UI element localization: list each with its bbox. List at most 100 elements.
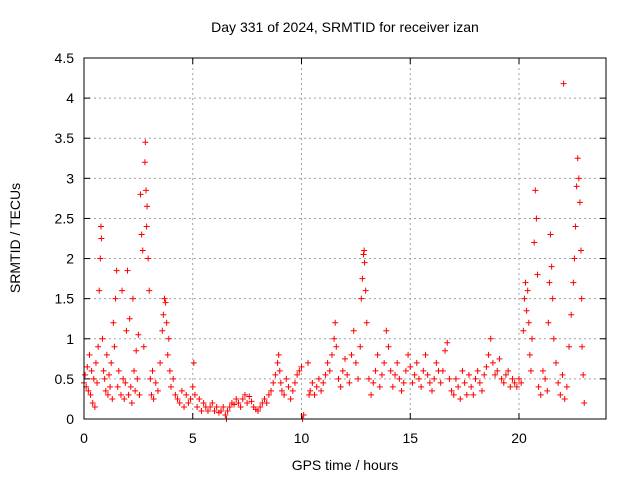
data-point (548, 263, 555, 270)
data-point (162, 299, 169, 306)
data-point (281, 391, 288, 398)
data-point (82, 371, 89, 378)
data-point (578, 295, 585, 302)
data-point (470, 391, 477, 398)
data-point (420, 367, 427, 374)
data-point (176, 399, 183, 406)
data-point (187, 395, 194, 402)
data-point (276, 367, 283, 374)
data-point (117, 391, 124, 398)
data-point (309, 379, 316, 386)
data-point (198, 407, 205, 414)
data-point (566, 343, 573, 350)
data-point (154, 387, 161, 394)
data-point (544, 387, 551, 394)
data-point (498, 375, 505, 382)
data-point (378, 371, 385, 378)
data-point (559, 371, 566, 378)
data-point (535, 383, 542, 390)
data-point (129, 295, 136, 302)
data-point (108, 359, 115, 366)
data-point (121, 395, 128, 402)
data-point (439, 367, 446, 374)
y-tick-label: 0.5 (55, 371, 75, 387)
data-point (200, 399, 207, 406)
x-tick-label: 10 (294, 430, 310, 446)
data-point (285, 383, 292, 390)
data-point (102, 387, 109, 394)
data-point (226, 403, 233, 410)
data-point (120, 375, 127, 382)
data-point (383, 327, 390, 334)
data-point (331, 335, 338, 342)
data-point (333, 343, 340, 350)
y-tick-label: 4.5 (55, 50, 75, 66)
data-point (235, 399, 242, 406)
x-tick-label: 0 (80, 430, 88, 446)
data-point (142, 187, 149, 194)
data-point (172, 391, 179, 398)
data-point (385, 343, 392, 350)
data-point (140, 343, 147, 350)
data-point (283, 375, 290, 382)
data-point (164, 351, 171, 358)
data-point (344, 371, 351, 378)
data-point (194, 403, 201, 410)
data-point (494, 367, 501, 374)
data-point (339, 367, 346, 374)
data-point (568, 311, 575, 318)
data-point (152, 379, 159, 386)
data-point (402, 367, 409, 374)
y-tick-label: 3 (66, 170, 74, 186)
data-point (520, 327, 527, 334)
data-point (571, 255, 578, 262)
data-point (96, 287, 103, 294)
data-point (372, 367, 379, 374)
y-tick-label: 3.5 (55, 130, 75, 146)
data-point (90, 375, 97, 382)
data-point (85, 387, 92, 394)
data-point (213, 403, 220, 410)
data-point (555, 379, 562, 386)
data-point (149, 367, 156, 374)
data-point (324, 359, 331, 366)
data-point (418, 383, 425, 390)
data-point (405, 351, 412, 358)
x-axis-label: GPS time / hours (292, 457, 399, 473)
data-point (87, 391, 94, 398)
data-point (170, 375, 177, 382)
data-point (523, 307, 530, 314)
data-point (365, 375, 372, 382)
data-point (141, 159, 148, 166)
grid-lines (84, 58, 606, 419)
data-point (157, 359, 164, 366)
data-point (231, 401, 238, 408)
data-point (496, 355, 503, 362)
data-point (576, 199, 583, 206)
data-point (150, 395, 157, 402)
data-point (135, 331, 142, 338)
data-point (516, 375, 522, 382)
data-point (137, 191, 144, 198)
data-point (315, 375, 322, 382)
data-point (362, 287, 369, 294)
data-point (132, 387, 139, 394)
data-point (346, 379, 353, 386)
data-point (92, 359, 99, 366)
data-point (318, 387, 325, 394)
plot-frame (83, 57, 607, 420)
data-point (119, 287, 126, 294)
data-point (502, 371, 509, 378)
data-point (123, 327, 130, 334)
data-point (291, 379, 298, 386)
data-point (148, 391, 155, 398)
data-point (311, 391, 318, 398)
data-point (389, 383, 396, 390)
data-point (88, 367, 95, 374)
data-point (320, 379, 327, 386)
data-point (113, 267, 120, 274)
data-points (81, 80, 588, 422)
data-point (272, 371, 279, 378)
data-point (122, 379, 129, 386)
